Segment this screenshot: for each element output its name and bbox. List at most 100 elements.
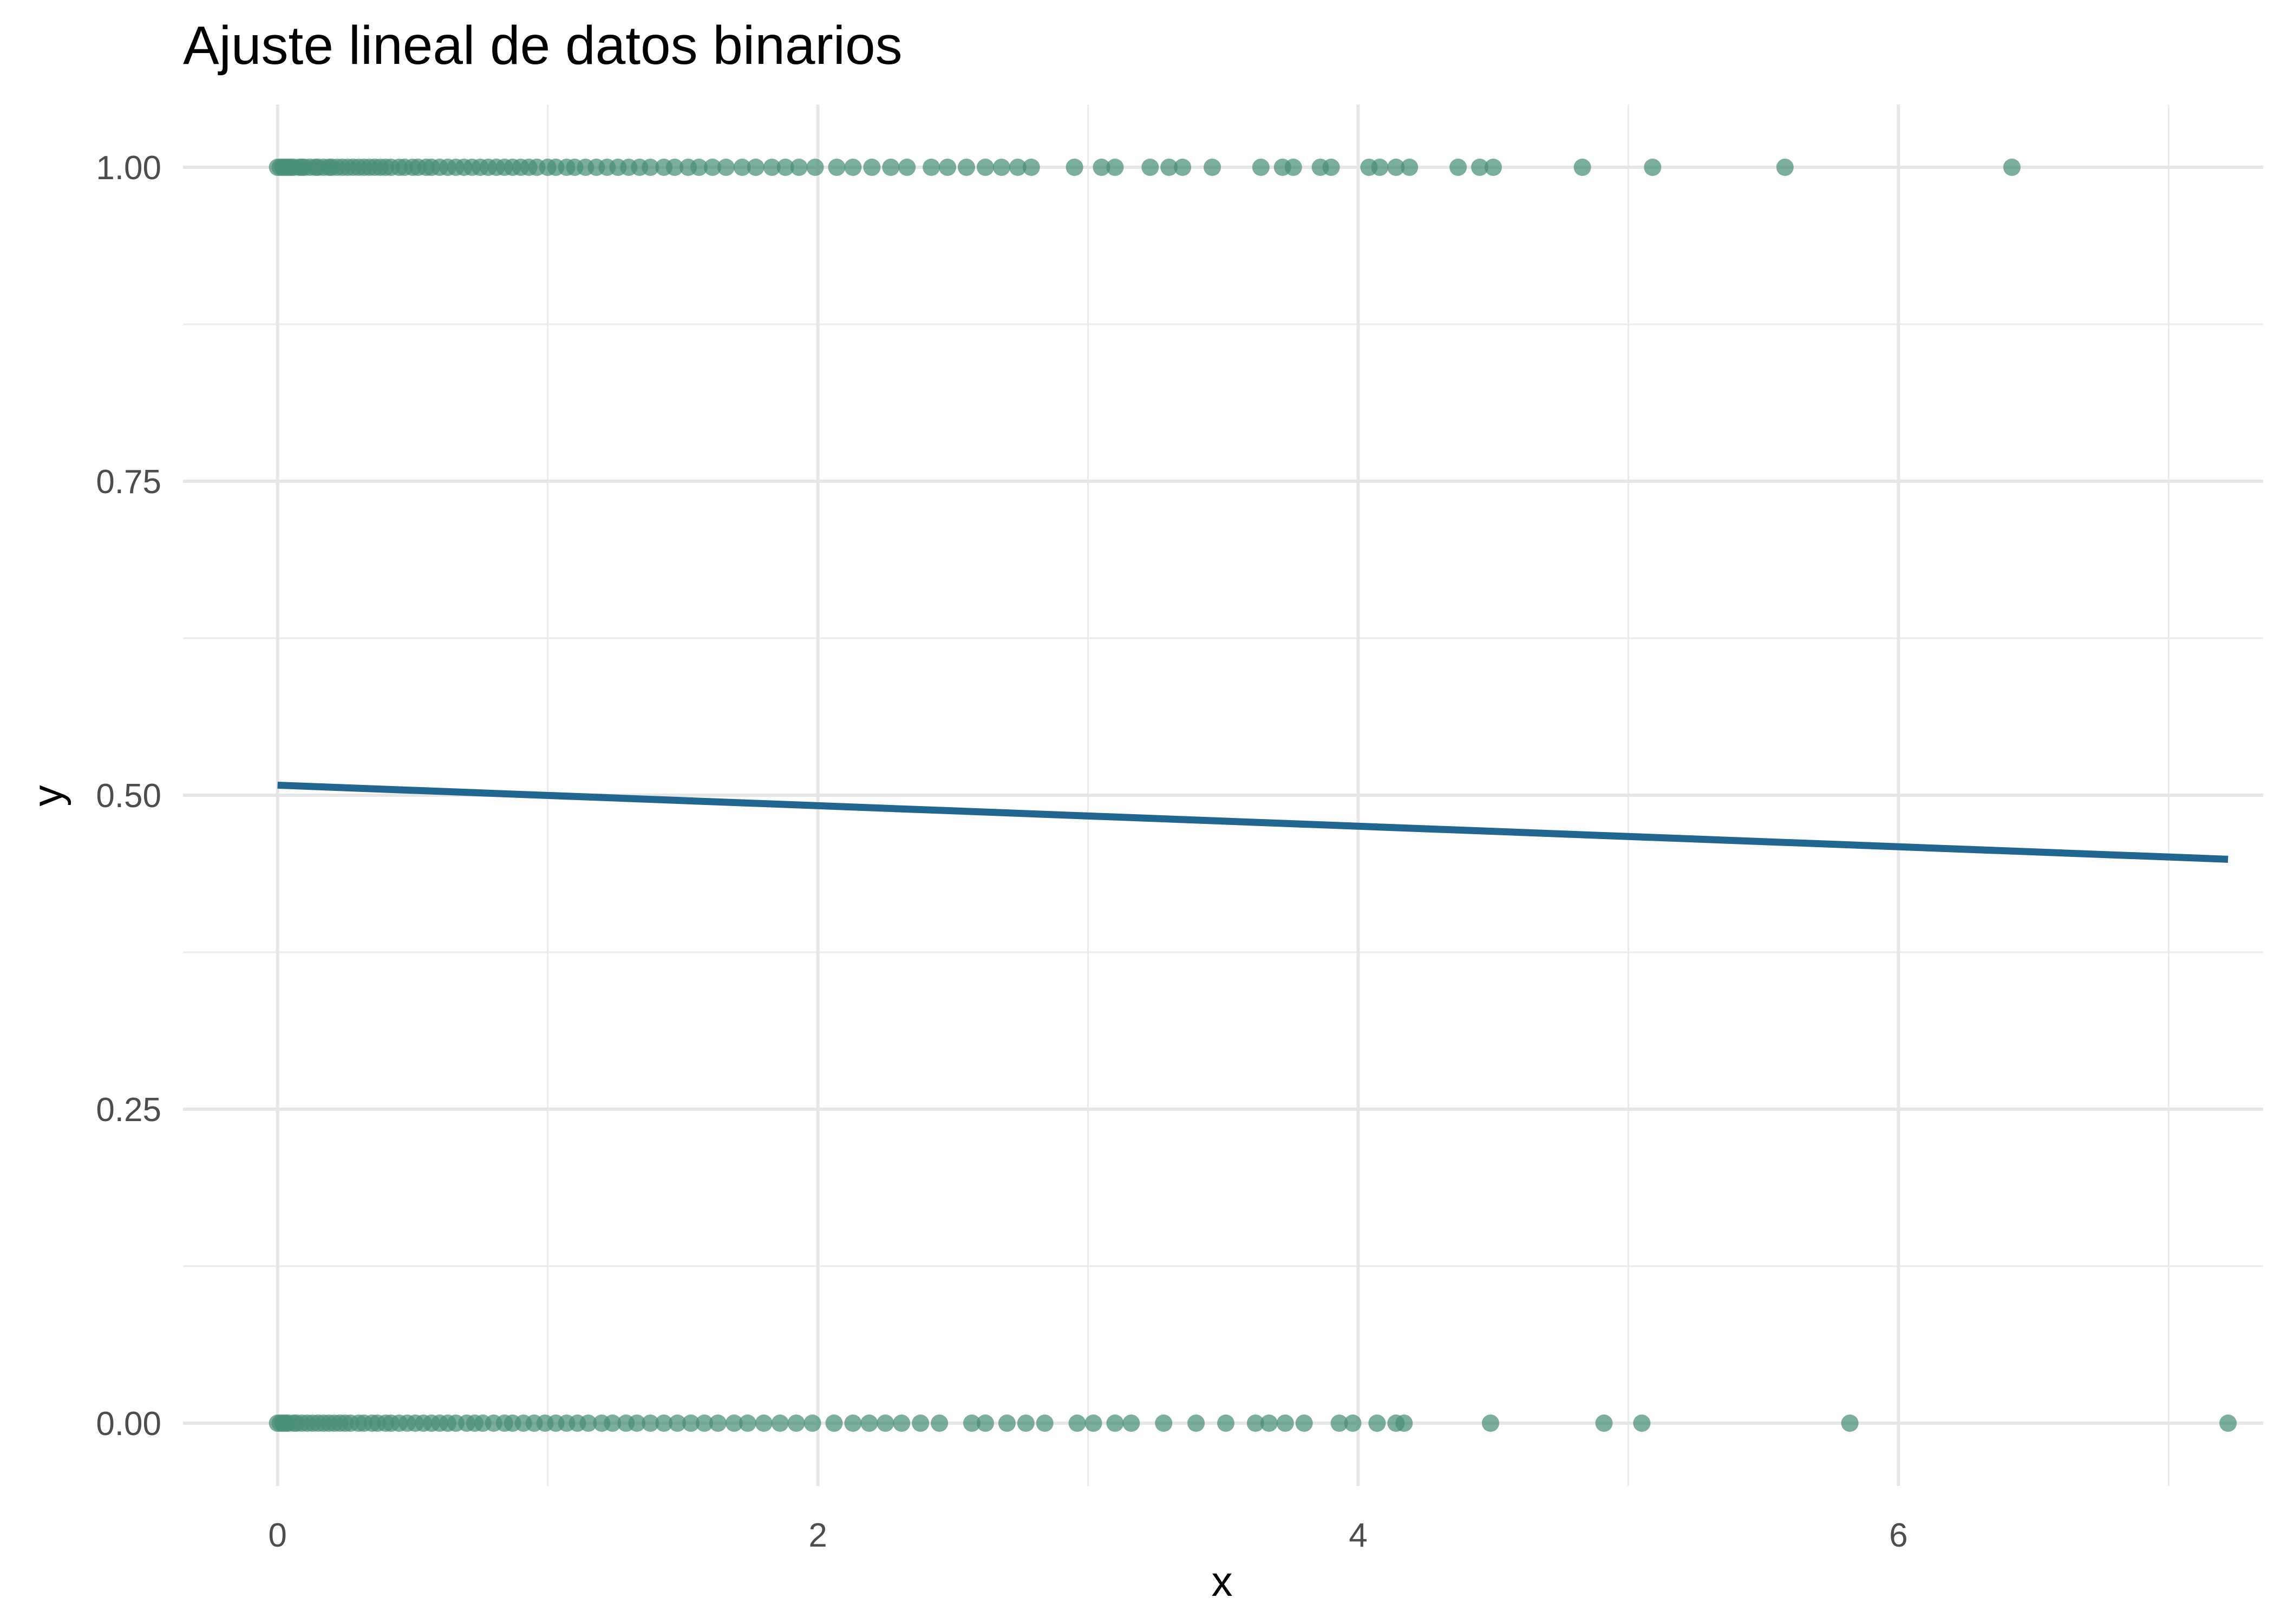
data-point <box>828 159 846 176</box>
data-point <box>1387 159 1405 176</box>
data-point <box>1371 159 1389 176</box>
data-point <box>844 159 862 176</box>
data-point <box>803 1415 821 1432</box>
data-point <box>763 159 781 176</box>
data-point <box>669 1415 687 1432</box>
data-point <box>1276 1415 1294 1432</box>
data-point <box>1093 159 1110 176</box>
data-point <box>1395 1415 1413 1432</box>
x-tick-label: 0 <box>268 1517 286 1554</box>
data-point <box>1174 159 1192 176</box>
data-point <box>1122 1415 1140 1432</box>
data-point <box>860 1415 878 1432</box>
y-tick-label: 0.75 <box>96 463 161 501</box>
data-point <box>1155 1415 1173 1432</box>
data-point <box>1841 1415 1859 1432</box>
data-point <box>733 159 751 176</box>
data-point <box>1009 159 1027 176</box>
data-point <box>1260 1415 1278 1432</box>
data-point <box>642 1415 659 1432</box>
y-tick-label: 1.00 <box>96 149 161 187</box>
data-point <box>931 1415 949 1432</box>
data-point <box>806 159 824 176</box>
data-point <box>976 1415 994 1432</box>
data-point <box>1401 159 1419 176</box>
data-point <box>912 1415 930 1432</box>
data-point <box>882 159 900 176</box>
data-point <box>825 1415 843 1432</box>
data-point <box>1484 159 1502 176</box>
data-point <box>844 1415 862 1432</box>
x-axis-ticks: 0 2 4 6 <box>268 1517 1907 1554</box>
data-point <box>776 159 794 176</box>
data-point <box>963 1415 981 1432</box>
data-point <box>1246 1415 1264 1432</box>
data-point <box>709 1415 727 1432</box>
data-point <box>725 1415 743 1432</box>
data-point <box>717 159 735 176</box>
data-point <box>898 159 916 176</box>
x-tick-label: 2 <box>808 1517 827 1554</box>
data-point <box>1595 1415 1613 1432</box>
data-point <box>1036 1415 1054 1432</box>
data-point <box>1204 159 1221 176</box>
data-point <box>976 159 994 176</box>
data-point <box>642 159 659 176</box>
data-point <box>1217 1415 1234 1432</box>
data-point <box>604 1415 622 1432</box>
y-tick-label: 0.00 <box>96 1405 161 1443</box>
data-point <box>787 1415 805 1432</box>
data-point <box>1481 1415 1499 1432</box>
x-tick-label: 4 <box>1349 1517 1367 1554</box>
data-point <box>1068 1415 1086 1432</box>
data-point <box>1368 1415 1386 1432</box>
data-point <box>2003 159 2021 176</box>
data-point <box>579 1415 597 1432</box>
data-point <box>790 159 808 176</box>
data-point <box>1106 1415 1124 1432</box>
data-point <box>739 1415 756 1432</box>
data-point <box>655 1415 673 1432</box>
y-axis-title: y <box>24 785 71 807</box>
data-point <box>998 1415 1016 1432</box>
data-point <box>1776 159 1794 176</box>
data-points <box>269 159 2237 1432</box>
data-point <box>1573 159 1591 176</box>
data-point <box>1284 159 1302 176</box>
data-point <box>1106 159 1124 176</box>
data-point <box>1344 1415 1362 1432</box>
data-point <box>628 1415 646 1432</box>
data-point <box>2219 1415 2237 1432</box>
data-point <box>1644 159 1662 176</box>
data-point <box>1330 1415 1348 1432</box>
data-point <box>1295 1415 1313 1432</box>
y-axis-ticks: 0.00 0.25 0.50 0.75 1.00 <box>96 149 161 1443</box>
data-point <box>1141 159 1159 176</box>
data-point <box>682 1415 700 1432</box>
data-point <box>893 1415 911 1432</box>
data-point <box>1633 1415 1651 1432</box>
data-point <box>1187 1415 1205 1432</box>
data-point <box>1084 1415 1102 1432</box>
data-point <box>1017 1415 1035 1432</box>
data-point <box>1449 159 1467 176</box>
data-point <box>1252 159 1270 176</box>
fit-line-group <box>277 781 2229 863</box>
data-point <box>755 1415 773 1432</box>
data-point <box>703 159 721 176</box>
data-point <box>877 1415 894 1432</box>
x-tick-label: 6 <box>1889 1517 1907 1554</box>
data-point <box>1022 159 1040 176</box>
data-point <box>771 1415 789 1432</box>
data-point <box>957 159 975 176</box>
data-point <box>1322 159 1340 176</box>
data-point <box>747 159 764 176</box>
data-point <box>1471 159 1489 176</box>
data-point <box>695 1415 713 1432</box>
data-point <box>923 159 940 176</box>
data-point <box>666 159 684 176</box>
data-point <box>690 159 708 176</box>
y-tick-label: 0.25 <box>96 1091 161 1129</box>
data-point <box>1160 159 1178 176</box>
